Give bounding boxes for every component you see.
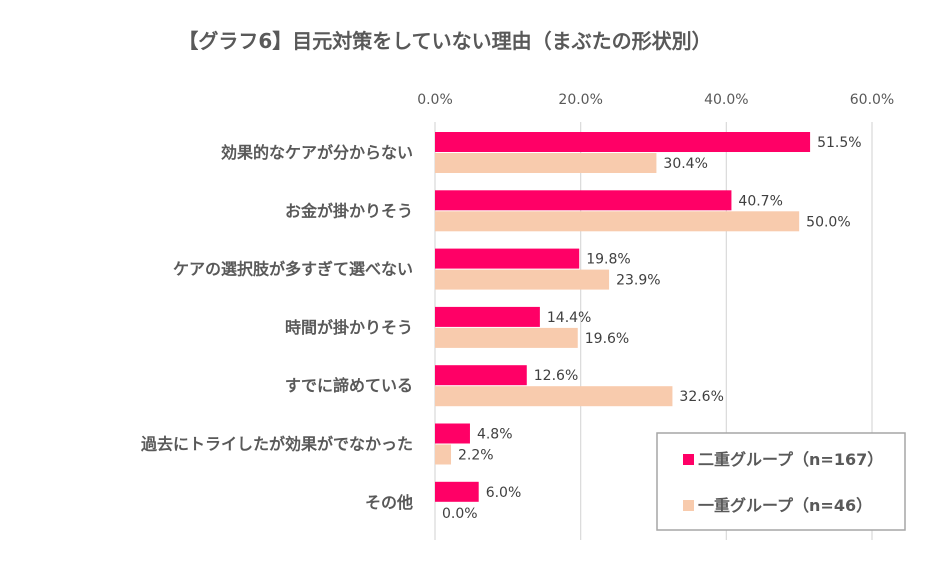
bar-series-2: [435, 444, 452, 465]
category-label: お金が掛かりそう: [285, 201, 413, 220]
bar-series-1: [435, 365, 527, 386]
data-label: 12.6%: [534, 368, 578, 384]
data-label: 14.4%: [547, 310, 591, 326]
x-tick-label: 0.0%: [417, 92, 453, 108]
data-label: 40.7%: [738, 193, 782, 209]
data-label: 4.8%: [477, 427, 513, 443]
bar-series-2: [435, 153, 657, 173]
category-label: すでに諦めている: [285, 376, 413, 395]
category-label: ケアの選択肢が多すぎて選べない: [173, 260, 413, 279]
data-label: 0.0%: [442, 506, 478, 522]
data-label: 19.8%: [586, 252, 630, 268]
data-label: 6.0%: [486, 485, 522, 501]
category-label: 効果的なケアが分からない: [221, 143, 413, 162]
bar-series-2: [435, 327, 578, 348]
data-label: 23.9%: [616, 273, 660, 289]
bar-series-1: [435, 423, 470, 444]
legend-swatch-series-1: [683, 454, 694, 465]
chart-title: 【グラフ6】目元対策をしていない理由（まぶたの形状別）: [178, 29, 711, 53]
x-tick-label: 20.0%: [558, 92, 602, 108]
data-label: 2.2%: [458, 448, 494, 464]
legend-label-series-1: 二重グループ（n=167）: [698, 450, 883, 469]
bar-series-1: [435, 132, 811, 152]
legend-box: [656, 432, 906, 531]
bar-series-2: [435, 211, 800, 232]
bar-series-1: [435, 248, 580, 269]
legend-label-series-2: 一重グループ（n=46）: [698, 496, 872, 515]
legend-swatch-series-2: [683, 500, 694, 511]
bar-series-1: [435, 190, 732, 211]
x-tick-label: 60.0%: [850, 92, 894, 108]
data-label: 51.5%: [817, 135, 861, 151]
bar-series-2: [435, 269, 610, 290]
legend: 二重グループ（n=167） 一重グループ（n=46）: [656, 432, 906, 531]
bar-series-1: [435, 306, 540, 327]
category-label: 過去にトライしたが効果がでなかった: [140, 435, 413, 454]
data-label: 30.4%: [663, 156, 707, 172]
data-label: 19.6%: [585, 331, 629, 347]
data-label: 50.0%: [806, 214, 850, 230]
category-label: その他: [365, 493, 413, 512]
bar-series-1: [435, 481, 479, 502]
data-label: 32.6%: [679, 389, 723, 405]
bar-series-2: [435, 386, 673, 407]
x-tick-label: 40.0%: [704, 92, 748, 108]
category-label: 時間が掛かりそう: [285, 318, 413, 337]
